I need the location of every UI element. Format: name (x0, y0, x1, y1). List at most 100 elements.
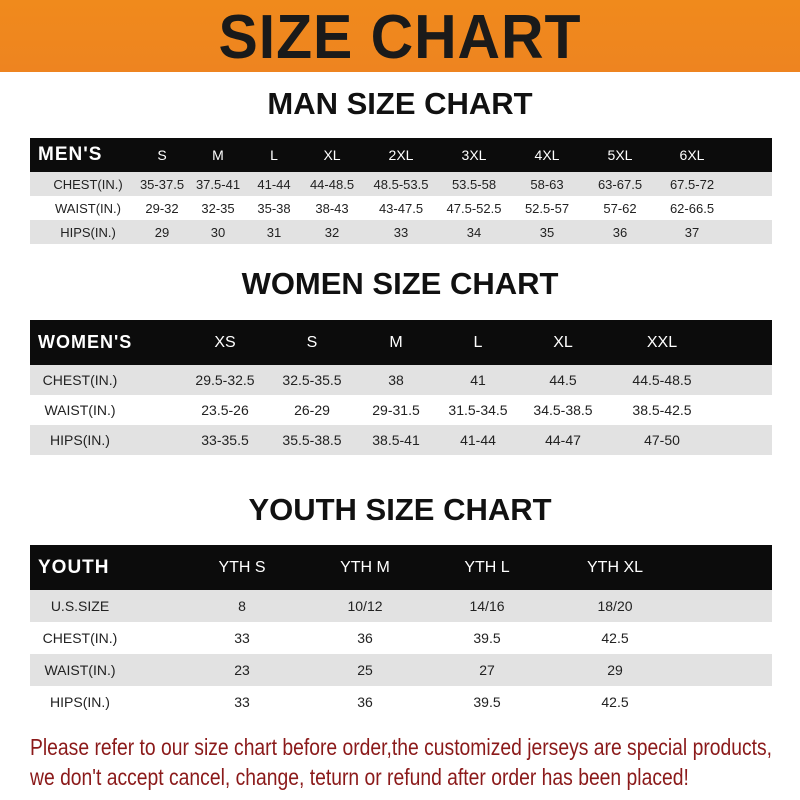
table-cell: 47.5-52.5 (446, 200, 502, 216)
table-cell: 31.5-34.5 (448, 402, 508, 418)
size-header: XXL (646, 333, 678, 351)
table-header-row: YOUTH YTH S YTH M YTH L YTH XL (30, 545, 772, 590)
table-cell: 14/16 (469, 598, 505, 614)
table-cell: 39.5 (473, 694, 501, 710)
table-cell: 32 (324, 224, 340, 240)
size-header: M (212, 147, 224, 163)
row-label: WAIST(IN.) (55, 200, 121, 216)
table-cell: 8 (238, 598, 246, 614)
table-cell: 34.5-38.5 (533, 402, 593, 418)
table-cell: 52.5-57 (524, 200, 570, 216)
table-cell: 48.5-53.5 (373, 176, 429, 192)
table-cell: 62-66.5 (669, 200, 715, 216)
table-cell: 33 (393, 224, 409, 240)
table-row: CHEST(IN.) 33 36 39.5 42.5 (30, 622, 772, 654)
size-header: 6XL (679, 147, 705, 163)
row-label: WAIST(IN.) (44, 402, 116, 418)
women-size-table: WOMEN'S XS S M L XL XXL CHEST(IN.) 29.5-32.5 32.5… (30, 320, 772, 455)
table-cell: 35-38 (257, 200, 291, 216)
row-label: HIPS(IN.) (50, 432, 110, 448)
table-cell: 47-50 (644, 432, 680, 448)
table-row: WAIST(IN.) 29-32 32-35 35-38 38-43 43-47.5 47.… (30, 196, 772, 220)
size-header: YTH S (218, 558, 266, 576)
table-cell: 41 (470, 372, 486, 388)
size-header: XL (323, 147, 341, 163)
table-cell: 37 (684, 224, 700, 240)
men-size-table: MEN'S S M L XL 2XL 3XL 4XL 5XL 6XL CHEST(IN.) 35-37… (30, 138, 772, 244)
banner: SIZE CHART (0, 0, 800, 72)
table-cell: 29 (154, 224, 170, 240)
table-cell: 29 (607, 662, 623, 678)
table-cell: 42.5 (601, 694, 629, 710)
table-cell: 35-37.5 (139, 176, 185, 192)
banner-title: SIZE CHART (218, 3, 582, 72)
size-header: 5XL (607, 147, 633, 163)
table-cell: 57-62 (603, 200, 637, 216)
size-header: S (157, 147, 167, 163)
row-label: HIPS(IN.) (60, 224, 116, 240)
table-cell: 33 (234, 630, 250, 646)
table-cell: 32-35 (201, 200, 235, 216)
youth-size-table: YOUTH YTH S YTH M YTH L YTH XL U.S.SIZE 8 10/12… (30, 545, 772, 718)
table-cell: 35 (539, 224, 555, 240)
table-cell: 34 (466, 224, 482, 240)
table-cell: 25 (357, 662, 373, 678)
table-row: CHEST(IN.) 29.5-32.5 32.5-35.5 38 41 44.5 44.5… (30, 365, 772, 395)
table-row: WAIST(IN.) 23.5-26 26-29 29-31.5 31.5-34.5 34… (30, 395, 772, 425)
table-cell: 26-29 (294, 402, 330, 418)
size-header: XS (214, 333, 236, 351)
youth-section-title: YOUTH SIZE CHART (248, 492, 552, 527)
size-header: S (306, 333, 318, 351)
row-label: HIPS(IN.) (50, 694, 110, 710)
table-cell: 41-44 (460, 432, 496, 448)
table-cell: 67.5-72 (669, 176, 715, 192)
size-header: YTH L (464, 558, 510, 576)
men-section-title: MAN SIZE CHART (267, 86, 533, 121)
header-label: WOMEN'S (38, 332, 133, 352)
header-label: YOUTH (38, 556, 110, 578)
table-row: HIPS(IN.) 33 36 39.5 42.5 (30, 686, 772, 718)
size-header: 3XL (461, 147, 487, 163)
table-header-row: MEN'S S M L XL 2XL 3XL 4XL 5XL 6XL (30, 138, 772, 172)
table-cell: 38.5-42.5 (632, 402, 692, 418)
row-label: CHEST(IN.) (53, 176, 123, 192)
table-cell: 31 (266, 224, 282, 240)
table-cell: 29-32 (145, 200, 179, 216)
table-cell: 18/20 (597, 598, 633, 614)
table-cell: 29-31.5 (372, 402, 420, 418)
table-cell: 63-67.5 (597, 176, 643, 192)
notice-line-2: we don't accept cancel, change, teturn o… (30, 764, 689, 790)
table-row: U.S.SIZE 8 10/12 14/16 18/20 (30, 590, 772, 622)
table-cell: 44.5 (549, 372, 577, 388)
table-row: WAIST(IN.) 23 25 27 29 (30, 654, 772, 686)
table-cell: 58-63 (530, 176, 564, 192)
table-cell: 38.5-41 (372, 432, 420, 448)
table-cell: 53.5-58 (451, 176, 497, 192)
size-header: 2XL (388, 147, 414, 163)
row-label: CHEST(IN.) (42, 630, 118, 646)
table-cell: 38-43 (315, 200, 349, 216)
women-section-title: WOMEN SIZE CHART (241, 266, 559, 301)
table-cell: 36 (357, 694, 373, 710)
size-header: YTH XL (586, 558, 644, 576)
table-cell: 42.5 (601, 630, 629, 646)
table-cell: 33-35.5 (201, 432, 249, 448)
table-cell: 44-48.5 (309, 176, 355, 192)
table-cell: 23.5-26 (201, 402, 249, 418)
table-cell: 30 (210, 224, 226, 240)
table-cell: 35.5-38.5 (282, 432, 342, 448)
table-cell: 39.5 (473, 630, 501, 646)
row-label: WAIST(IN.) (44, 662, 116, 678)
size-header: M (389, 333, 403, 351)
size-header: L (270, 147, 278, 163)
table-cell: 36 (612, 224, 628, 240)
size-header: YTH M (340, 558, 390, 576)
size-header: XL (553, 333, 573, 351)
table-cell: 33 (234, 694, 250, 710)
table-cell: 43-47.5 (378, 200, 424, 216)
table-cell: 44-47 (545, 432, 581, 448)
table-cell: 10/12 (347, 598, 383, 614)
table-cell: 23 (234, 662, 250, 678)
header-label: MEN'S (38, 144, 103, 165)
table-row: CHEST(IN.) 35-37.5 37.5-41 41-44 44-48.5 48.5… (30, 172, 772, 196)
